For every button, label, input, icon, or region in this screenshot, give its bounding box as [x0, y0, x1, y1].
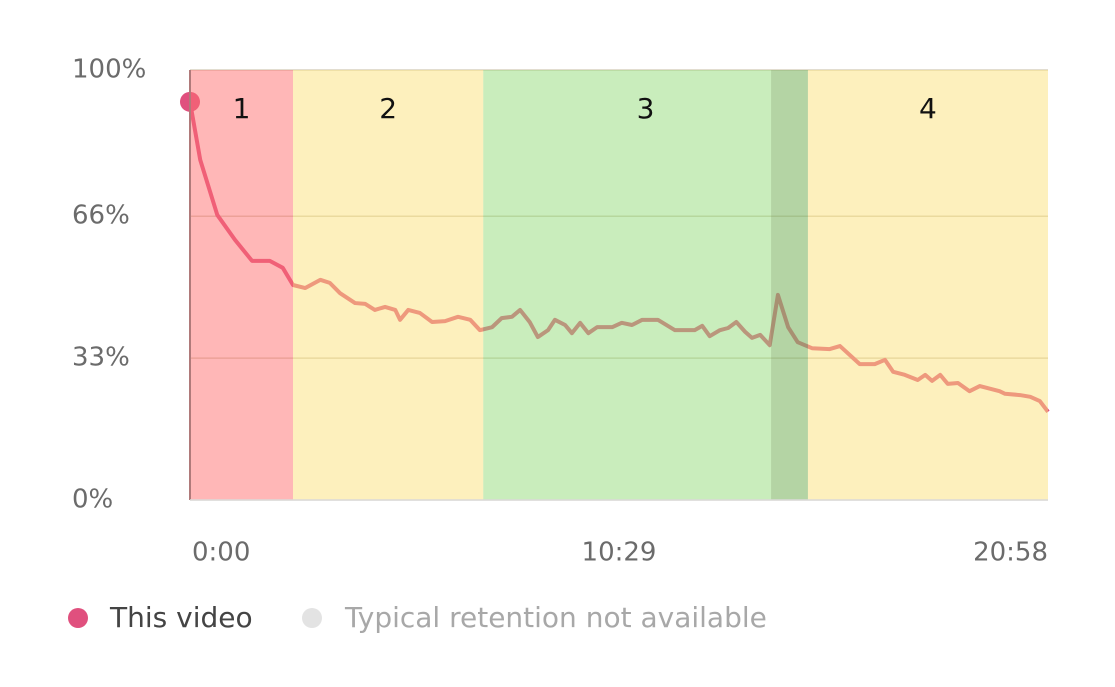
x-tick-label: 20:58 [973, 538, 1048, 568]
overlap-highlight [771, 70, 808, 500]
legend-dot [302, 608, 322, 628]
segment-band [190, 70, 293, 500]
y-tick-label: 100% [72, 55, 146, 85]
y-tick-label: 66% [72, 201, 130, 231]
y-tick-label: 33% [72, 343, 130, 373]
x-tick-label: 0:00 [192, 538, 250, 568]
segment-band [807, 70, 1048, 500]
segment-band [483, 70, 808, 500]
legend-dot [68, 608, 88, 628]
segment-label: 1 [233, 92, 251, 125]
legend-label: Typical retention not available [344, 601, 767, 634]
x-tick-label: 10:29 [582, 538, 657, 568]
segment-label: 3 [637, 92, 655, 125]
segment-label: 2 [379, 92, 397, 125]
segment-band [292, 70, 484, 500]
y-tick-label: 0% [72, 485, 113, 515]
legend-label: This video [109, 601, 253, 634]
segment-label: 4 [919, 92, 937, 125]
